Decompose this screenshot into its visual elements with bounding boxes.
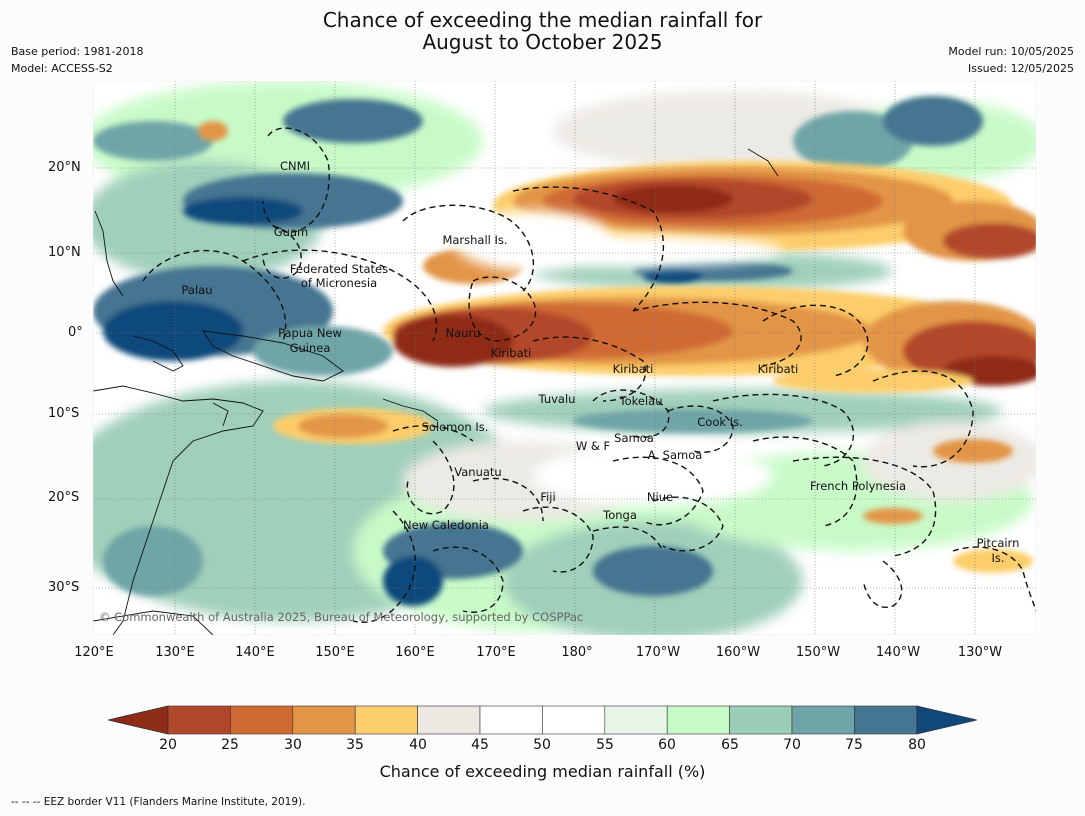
lon-tick-170w: 170°W [635, 645, 681, 660]
label-nauru: Nauru [446, 326, 481, 340]
colorbar-segment [542, 705, 606, 735]
coastlines [93, 148, 779, 635]
colorbar-segment [354, 705, 418, 735]
model-name: Model: ACCESS-S2 [11, 62, 113, 75]
label-vanuatu: Vanuatu [454, 465, 501, 479]
colorbar-label-50: 50 [533, 737, 551, 753]
lat-tick-20n: 20°N [48, 160, 81, 175]
label-cnmi: CNMI [280, 159, 310, 173]
colorbar-segment [230, 705, 294, 735]
label-palau: Palau [182, 283, 213, 297]
colorbar [108, 705, 977, 735]
lon-tick-150w: 150°W [795, 645, 841, 660]
colorbar-segment [729, 705, 793, 735]
model-run: Model run: 10/05/2025 [948, 45, 1074, 58]
colorbar-segment [479, 705, 543, 735]
label-pitcairn-line1: Pitcairn [977, 536, 1020, 550]
label-fiji: Fiji [540, 490, 555, 504]
meta-right: Model run: 10/05/2025 Issued: 12/05/2025 [948, 43, 1074, 77]
label-cook-is: Cook Is. [697, 415, 742, 429]
label-kiribati-east: Kiribati [758, 362, 799, 376]
lon-tick-160e: 160°E [395, 645, 435, 660]
lon-tick-150e: 150°E [315, 645, 355, 660]
graticule [93, 81, 1036, 635]
label-tonga: Tonga [602, 508, 637, 522]
label-tuvalu: Tuvalu [538, 392, 576, 406]
colorbar-segment [666, 705, 730, 735]
label-pitcairn-line2: Is. [991, 551, 1004, 565]
label-fsm-line1: Federated States [290, 262, 388, 276]
label-new-caledonia: New Caledonia [403, 518, 489, 532]
eez-borders [142, 127, 1036, 623]
lon-tick-140w: 140°W [875, 645, 921, 660]
lat-tick-10s: 10°S [48, 406, 80, 421]
label-kiribati-central: Kiribati [613, 362, 654, 376]
label-kiribati-west: Kiribati [491, 346, 532, 360]
label-marshall-is: Marshall Is. [442, 233, 507, 247]
label-french-polynesia: French Polynesia [810, 479, 906, 493]
lon-tick-140e: 140°E [235, 645, 275, 660]
colorbar-label-70: 70 [783, 737, 801, 753]
lat-tick-10n: 10°N [48, 245, 81, 260]
colorbar-label-60: 60 [658, 737, 676, 753]
lon-tick-130e: 130°E [155, 645, 195, 660]
title-line-1: Chance of exceeding the median rainfall … [322, 8, 763, 32]
lon-tick-180: 180° [561, 645, 593, 660]
label-samoa: Samoa [614, 431, 654, 445]
label-guam: Guam [274, 225, 308, 239]
colorbar-label-20: 20 [159, 737, 177, 753]
lon-tick-130w: 130°W [957, 645, 1003, 660]
colorbar-segment [417, 705, 481, 735]
lon-tick-120e: 120°E [74, 645, 114, 660]
label-solomon-is: Solomon Is. [422, 420, 489, 434]
label-american-samoa: A. Samoa [648, 448, 703, 462]
rainfall-map: CNMI Guam Marshall Is. Federated States … [93, 81, 1036, 635]
lat-tick-20s: 20°S [48, 490, 80, 505]
colorbar-label-45: 45 [471, 737, 489, 753]
colorbar-title: Chance of exceeding median rainfall (%) [379, 762, 706, 781]
title-line-2: August to October 2025 [422, 30, 663, 54]
colorbar-label-75: 75 [845, 737, 863, 753]
label-fsm-line2: of Micronesia [301, 276, 377, 290]
base-period: Base period: 1981-2018 [11, 45, 144, 58]
meta-left: Base period: 1981-2018 Model: ACCESS-S2 [11, 43, 143, 77]
lon-tick-160w: 160°W [715, 645, 761, 660]
colorbar-segment [292, 705, 356, 735]
colorbar-label-35: 35 [346, 737, 364, 753]
colorbar-label-65: 65 [721, 737, 739, 753]
colorbar-segment [854, 705, 918, 735]
colorbar-label-80: 80 [908, 737, 926, 753]
colorbar-segment [604, 705, 668, 735]
region-labels: CNMI Guam Marshall Is. Federated States … [182, 159, 1020, 565]
colorbar-segment [167, 705, 231, 735]
eez-footnote: -- -- -- EEZ border V11 (Flanders Marine… [11, 796, 306, 808]
probability-fields [93, 81, 1036, 635]
label-wallis-futuna: W & F [576, 439, 610, 453]
label-niue: Niue [647, 490, 673, 504]
label-png-line1: Papua New [278, 326, 342, 340]
colorbar-segment [791, 705, 855, 735]
label-tokelau: Tokelau [619, 394, 663, 408]
copyright-notice: © Commonwealth of Australia 2025, Bureau… [99, 610, 583, 624]
colorbar-label-25: 25 [221, 737, 239, 753]
colorbar-extend-high [916, 705, 977, 735]
label-png-line2: Guinea [290, 341, 331, 355]
colorbar-label-40: 40 [409, 737, 427, 753]
lat-tick-0: 0° [68, 325, 83, 340]
colorbar-extend-low [108, 705, 169, 735]
lat-tick-30s: 30°S [48, 580, 80, 595]
colorbar-label-55: 55 [596, 737, 614, 753]
issued-date: Issued: 12/05/2025 [967, 62, 1074, 75]
lon-tick-170e: 170°E [476, 645, 516, 660]
colorbar-label-30: 30 [284, 737, 302, 753]
